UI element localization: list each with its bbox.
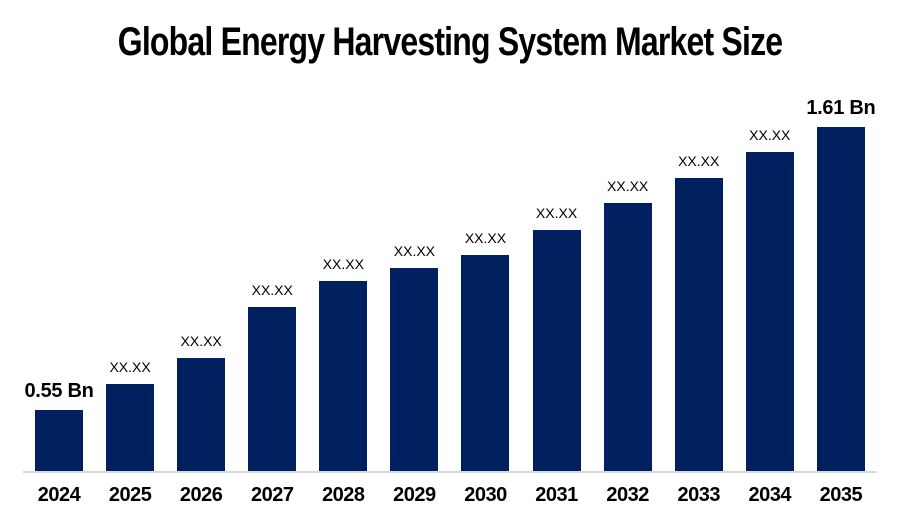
x-axis-label: 2025 — [108, 484, 152, 506]
bar-column: XX.XX — [390, 242, 439, 472]
bar-column: 1.61 Bn — [806, 97, 876, 472]
bar-value-label: XX.XX — [322, 255, 364, 272]
bar-value-label: XX.XX — [393, 242, 436, 259]
bar — [816, 127, 865, 472]
bar-column: 0.55 Bn — [24, 380, 94, 472]
bar — [35, 410, 83, 472]
bar-column: XX.XX — [248, 281, 297, 472]
bar-value-label: XX.XX — [749, 126, 791, 143]
x-axis-label: 2027 — [250, 484, 294, 506]
bar — [674, 178, 723, 472]
bar-value-label: 0.55 Bn — [24, 380, 94, 402]
bar-column: XX.XX — [745, 126, 794, 472]
x-axis-label: 2029 — [393, 484, 436, 506]
x-axis-label: 2026 — [179, 484, 223, 506]
bars-container: 0.55 Bn XX.XX XX.XX XX.XX XX.XX XX.XX XX.XX XX.… — [23, 97, 877, 472]
bar — [603, 203, 652, 472]
bar-column: XX.XX — [106, 358, 155, 472]
x-axis-label: 2034 — [748, 484, 792, 506]
x-axis-label: 2028 — [322, 484, 365, 506]
x-axis-label: 2032 — [606, 484, 649, 506]
bar-column: XX.XX — [674, 152, 723, 472]
bar-value-label: XX.XX — [109, 358, 151, 375]
x-axis-labels: 2024 2025 2026 2027 2028 2029 2030 2031 2032 2033… — [23, 484, 877, 507]
bar-value-label: XX.XX — [180, 332, 222, 349]
bar-value-label: 1.61 Bn — [806, 97, 876, 119]
bar-column: XX.XX — [319, 255, 368, 472]
bar-value-label: XX.XX — [678, 152, 720, 169]
chart-title: Global Energy Harvesting System Market S… — [117, 20, 783, 64]
x-axis-label: 2024 — [37, 484, 81, 506]
x-axis-label: 2031 — [535, 484, 578, 506]
x-axis-label: 2033 — [677, 484, 720, 506]
bar-column: XX.XX — [532, 204, 581, 472]
bar-column: XX.XX — [603, 177, 652, 472]
bar — [248, 307, 297, 472]
bar-column: XX.XX — [461, 229, 510, 472]
bar-value-label: XX.XX — [464, 229, 507, 246]
bar — [461, 255, 510, 472]
bar — [745, 152, 794, 472]
bar-value-label: XX.XX — [251, 281, 293, 298]
bar-column: XX.XX — [177, 332, 226, 472]
bar — [532, 230, 581, 472]
bar — [390, 268, 439, 472]
x-axis-label: 2035 — [819, 484, 863, 506]
bar — [319, 281, 368, 472]
bar — [177, 358, 226, 472]
bar-value-label: XX.XX — [535, 204, 578, 221]
bar — [106, 384, 155, 472]
bar-value-label: XX.XX — [607, 177, 649, 194]
x-axis-label: 2030 — [464, 484, 507, 506]
x-axis-line — [23, 471, 877, 473]
